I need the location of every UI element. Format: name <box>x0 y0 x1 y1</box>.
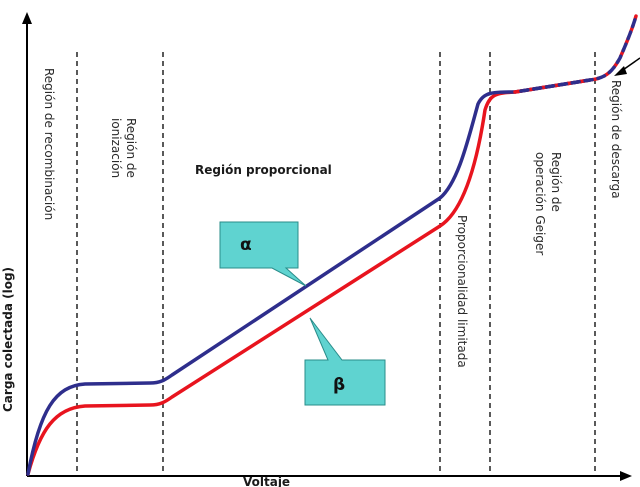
callout-beta: β <box>304 317 386 406</box>
curve-beta <box>26 78 592 476</box>
curve-discharge-blue <box>513 14 638 94</box>
region-labels: Región de recombinación Región de ioniza… <box>42 68 623 368</box>
callout-alpha: α <box>219 221 307 287</box>
curve-alpha <box>26 78 592 476</box>
callout-alpha-box <box>219 221 307 287</box>
curves <box>26 14 638 476</box>
x-axis-arrowhead <box>620 471 632 481</box>
discharge-pointer <box>614 57 640 76</box>
callout-alpha-label: α <box>240 235 252 255</box>
region-label-limitada: Proporcionalidad limitada <box>455 215 469 368</box>
region-label-descarga: Región de descarga <box>609 80 623 199</box>
y-axis-title: Carga colectada (log) <box>1 267 15 412</box>
region-label-recombinacion: Región de recombinación <box>42 68 56 220</box>
discharge-arrow-head <box>614 66 627 76</box>
x-axis-title: Voltaje <box>243 475 290 487</box>
callout-beta-label: β <box>333 375 345 395</box>
region-label-geiger-line1: Región de <box>549 152 563 212</box>
region-label-geiger-line2: operación Geiger <box>533 152 547 255</box>
region-label-ionizacion-line2: ionización <box>109 118 123 178</box>
region-label-proporcional: Región proporcional <box>195 163 332 177</box>
region-dividers <box>76 52 596 472</box>
axes <box>22 12 632 481</box>
region-label-ionizacion-line1: Región de <box>124 118 138 178</box>
y-axis-arrowhead <box>22 12 32 24</box>
callout-beta-box <box>304 317 386 406</box>
